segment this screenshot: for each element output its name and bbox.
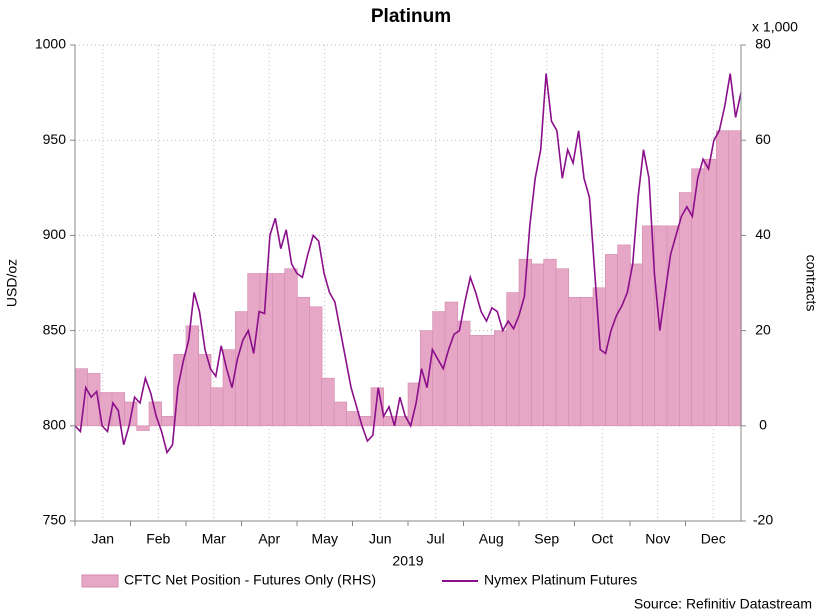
legend-label: Nymex Platinum Futures [484, 572, 637, 588]
area-step [309, 306, 323, 427]
y-tick-label: 1000 [35, 36, 66, 52]
area-step [161, 415, 175, 427]
y2-tick-label: 60 [755, 131, 771, 147]
area-step [481, 335, 496, 427]
area-step [420, 330, 434, 427]
area-step [703, 158, 718, 427]
area-step [555, 268, 570, 427]
x-tick-label: Mar [202, 531, 226, 547]
y-tick-label: 850 [43, 321, 67, 337]
x-tick-label: Nov [645, 531, 670, 547]
x-axis-label: 2019 [392, 553, 423, 569]
area-step [457, 320, 471, 427]
area-step [296, 296, 311, 427]
area-step [333, 401, 348, 427]
x-tick-label: Apr [258, 531, 280, 547]
y-tick-label: 900 [43, 226, 67, 242]
area-step [136, 425, 150, 431]
y2-tick-label: 80 [755, 36, 771, 52]
y2-tick-label: 0 [759, 417, 767, 433]
y-axis-label: USD/oz [4, 259, 20, 307]
area-step [666, 225, 681, 427]
y2-tick-label: -20 [753, 512, 773, 528]
area-step [469, 335, 483, 427]
legend-label: CFTC Net Position - Futures Only (RHS) [124, 572, 376, 588]
area-step [284, 268, 298, 427]
y-tick-label: 800 [43, 417, 67, 433]
area-step [210, 387, 224, 427]
area-step [111, 392, 126, 427]
y-tick-label: 950 [43, 131, 67, 147]
x-tick-label: Dec [701, 531, 726, 547]
x-tick-label: Jul [427, 531, 445, 547]
area-step [506, 292, 520, 427]
x-tick-label: Oct [591, 531, 613, 547]
x-tick-label: Sep [534, 531, 559, 547]
area-step [679, 192, 693, 427]
area-step [592, 287, 607, 427]
y-tick-label: 750 [43, 512, 67, 528]
price-line [74, 73, 742, 455]
area-step [568, 296, 582, 427]
x-tick-label: Aug [479, 531, 504, 547]
area-step [444, 301, 459, 427]
area-step [494, 330, 508, 427]
area-step [235, 311, 249, 427]
area-step [716, 130, 730, 427]
x-tick-label: May [312, 531, 338, 547]
area-step [272, 273, 286, 427]
area-step [617, 244, 631, 427]
area-step [321, 377, 335, 427]
area-step [629, 263, 644, 427]
area-step [728, 130, 742, 427]
x-tick-label: Feb [146, 531, 170, 547]
y2-unit: x 1,000 [752, 19, 798, 35]
source: Source: Refinitiv Datastream [634, 596, 812, 612]
area-step [580, 296, 594, 427]
area-step [543, 258, 557, 427]
y2-tick-label: 40 [755, 226, 771, 242]
area-step [346, 411, 360, 427]
x-tick-label: Jun [369, 531, 392, 547]
y2-axis-label: contracts [803, 255, 819, 312]
x-tick-label: Jan [91, 531, 114, 547]
area-step [605, 254, 619, 427]
chart-title: Platinum [371, 6, 451, 27]
area-step [531, 263, 545, 427]
y2-tick-label: 20 [755, 321, 771, 337]
legend-swatch [81, 574, 119, 588]
